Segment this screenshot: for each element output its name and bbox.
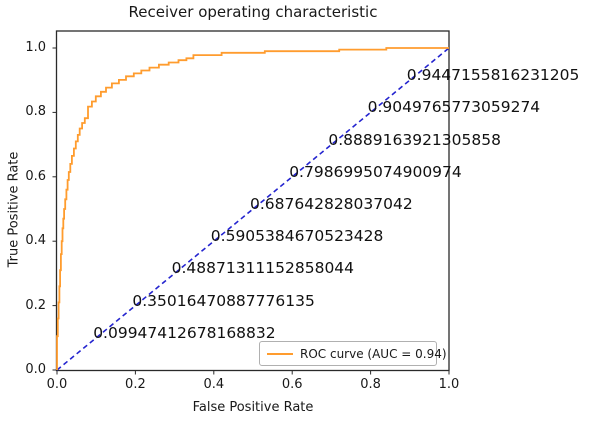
threshold-annotation: 0.5905384670523428 (210, 227, 384, 246)
x-tick-label: 1.0 (438, 377, 460, 392)
x-tick-label: 0.2 (125, 377, 146, 392)
threshold-annotation: 0.35016470887776135 (132, 291, 315, 310)
y-axis-label: True Positive Rate (6, 151, 22, 268)
axes-frame (55, 30, 450, 372)
threshold-annotation: 0.687642828037042 (250, 195, 413, 213)
x-tick-label: 0.0 (46, 377, 68, 392)
x-tick-label: 0.6 (281, 377, 303, 392)
threshold-annotation: 0.7986995074900974 (289, 162, 462, 181)
x-axis-label: False Positive Rate (192, 400, 314, 415)
roc-curve-line (56, 47, 449, 370)
y-tick-label: 0.2 (25, 297, 46, 313)
threshold-annotation: 0.8889163921305858 (328, 130, 501, 149)
y-tick-label: 0.6 (25, 168, 46, 184)
threshold-annotation: 0.9049765773059274 (367, 98, 541, 117)
x-tick-label: 0.8 (360, 377, 381, 392)
y-tick-label: 0.4 (25, 233, 46, 249)
y-tick-label: 0.8 (25, 104, 46, 120)
y-tick-label: 0.0 (25, 362, 46, 377)
x-tick-label: 0.4 (203, 377, 225, 392)
chart-title: Receiver operating characteristic (128, 3, 378, 21)
legend-label: ROC curve (AUC = 0.94) (300, 346, 447, 361)
threshold-annotation: 0.48871311152858044 (171, 259, 355, 278)
y-tick-label: 1.0 (25, 40, 46, 55)
threshold-annotation: 0.9447155816231205 (406, 66, 580, 85)
threshold-annotation: 0.09947412678168832 (93, 323, 276, 342)
legend: ROC curve (AUC = 0.94) (259, 341, 447, 366)
legend-roc-line-sample (267, 352, 293, 355)
